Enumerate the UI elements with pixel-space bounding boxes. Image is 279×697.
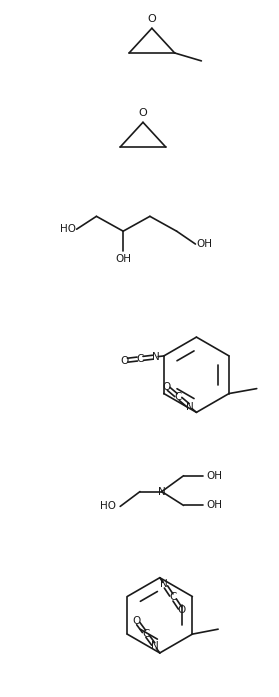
Text: O: O <box>139 108 147 118</box>
Text: N: N <box>152 352 160 362</box>
Text: C: C <box>136 353 144 364</box>
Text: C: C <box>169 592 177 602</box>
Text: O: O <box>148 15 156 24</box>
Text: OH: OH <box>206 470 222 481</box>
Text: O: O <box>121 355 129 365</box>
Text: O: O <box>133 616 141 626</box>
Text: N: N <box>151 641 159 652</box>
Text: C: C <box>142 629 150 638</box>
Text: N: N <box>158 487 166 496</box>
Text: O: O <box>162 382 170 392</box>
Text: OH: OH <box>206 500 222 510</box>
Text: HO: HO <box>60 224 76 234</box>
Text: C: C <box>175 392 182 402</box>
Text: N: N <box>186 402 194 412</box>
Text: N: N <box>160 579 168 590</box>
Text: O: O <box>177 606 186 615</box>
Text: OH: OH <box>196 239 212 249</box>
Text: HO: HO <box>100 501 116 512</box>
Text: OH: OH <box>115 254 131 264</box>
